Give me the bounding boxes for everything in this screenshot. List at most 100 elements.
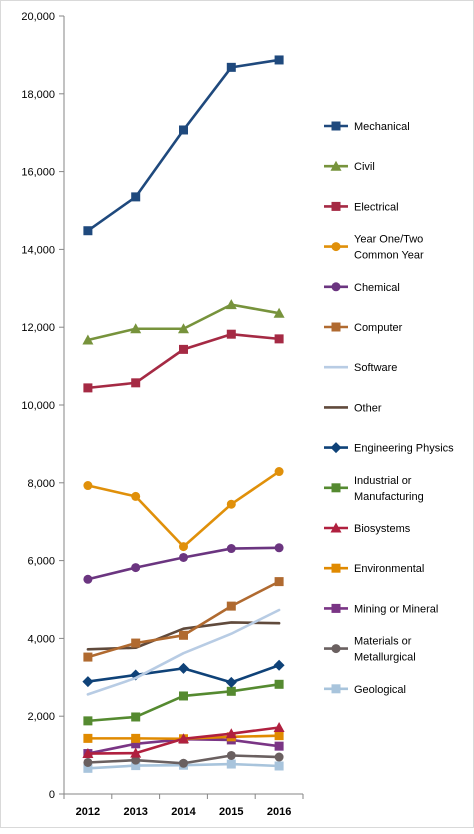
legend-swatch-marker (331, 563, 341, 573)
x-tick-label: 2016 (267, 806, 291, 818)
legend-label: Engineering Physics (354, 443, 454, 455)
legend-label: Civil (354, 161, 375, 173)
legend-label: Computer (354, 322, 403, 334)
legend-entry: Chemical (324, 282, 400, 294)
series-engineering-physics (82, 659, 285, 688)
data-point (83, 652, 93, 662)
x-tick-label: 2013 (123, 806, 147, 818)
data-point (274, 752, 284, 762)
data-point (178, 733, 189, 744)
series-biosystems (82, 721, 285, 759)
data-point (273, 307, 285, 318)
legend-swatch-marker (331, 483, 341, 493)
series-chemical (83, 543, 284, 584)
legend-swatch-marker (331, 322, 341, 332)
legend-entry: Electrical (324, 201, 399, 213)
series-line (86, 303, 281, 342)
legend-swatch-marker (331, 201, 341, 211)
data-point (179, 552, 188, 562)
legend-label: Electrical (354, 201, 399, 213)
data-point (131, 739, 141, 749)
legend-label: Geological (354, 684, 406, 696)
data-point (226, 544, 236, 554)
series-line (86, 580, 281, 659)
legend-entry: Software (324, 362, 397, 374)
series-software (86, 608, 281, 696)
legend-entry: Industrial or Manufacturing (324, 475, 424, 503)
data-point (274, 543, 284, 553)
data-point (179, 125, 188, 135)
series-computer (83, 577, 284, 662)
legend-entry: Mining or Mineral (324, 603, 438, 615)
legend-label: Environmental (354, 563, 424, 575)
legend-swatch-marker (331, 603, 341, 613)
legend-entry: Geological (324, 684, 406, 696)
data-point (131, 563, 141, 573)
y-tick-label: 18,000 (21, 89, 55, 101)
data-point (273, 659, 285, 671)
legend-entry: Engineering Physics (324, 442, 454, 455)
series-mechanical (83, 55, 284, 236)
y-tick-label: 4,000 (27, 633, 55, 645)
legend-swatch-marker (331, 684, 341, 694)
legend-swatch-marker (331, 644, 341, 654)
legend-swatch-marker (330, 160, 342, 171)
legend-entry: Civil (324, 160, 375, 173)
legend-label: Mechanical (354, 121, 410, 133)
data-point (83, 716, 93, 726)
data-point (83, 383, 93, 393)
data-point (179, 691, 188, 701)
data-point (226, 686, 236, 696)
series-civil (82, 299, 285, 345)
data-point (83, 481, 93, 491)
data-point (83, 574, 93, 584)
data-point (179, 344, 188, 354)
x-tick-label: 2014 (171, 806, 196, 818)
legend-swatch-marker (330, 442, 342, 454)
legend-label: Biosystems (354, 523, 411, 535)
legend-label: Mining or Mineral (354, 603, 438, 615)
data-point (274, 55, 284, 65)
data-point (274, 334, 284, 344)
data-point (131, 761, 141, 771)
y-tick-label: 10,000 (21, 400, 55, 412)
data-point (179, 630, 188, 640)
data-point (131, 638, 141, 648)
data-point (83, 763, 93, 773)
legend-label: Materials or Metallurgical (354, 636, 416, 664)
data-point (274, 761, 284, 771)
legend-label: Industrial or Manufacturing (354, 475, 424, 503)
x-tick-label: 2015 (219, 806, 243, 818)
data-point (131, 755, 141, 765)
y-tick-label: 16,000 (21, 167, 55, 179)
data-point (274, 679, 284, 689)
data-point (131, 491, 141, 501)
legend-entry: Environmental (324, 563, 424, 575)
axes: 0 2,000 4,000 6,000 8,000 10,000 12,000 14,000 1… (21, 11, 304, 818)
series-industrial-or-manufacturing (83, 679, 284, 726)
data-point (131, 378, 141, 388)
data-point (274, 731, 284, 741)
legend-label: Chemical (354, 282, 400, 294)
data-point (225, 676, 237, 688)
legend-entry: Biosystems (324, 522, 411, 535)
y-tick-label: 0 (49, 789, 55, 801)
series-materials-or-metallurgical (83, 750, 284, 768)
data-point (82, 334, 94, 345)
data-point (274, 741, 284, 751)
data-point (179, 758, 188, 768)
data-point (131, 733, 141, 743)
data-point (83, 733, 93, 743)
series-line (86, 546, 281, 581)
data-point (83, 226, 93, 236)
data-point (226, 499, 236, 509)
data-point (226, 62, 236, 72)
series-line (86, 608, 281, 696)
data-point (82, 748, 94, 759)
data-point (225, 299, 237, 310)
y-tick-label: 8,000 (27, 478, 55, 490)
data-point (178, 323, 189, 334)
data-point (274, 467, 284, 477)
